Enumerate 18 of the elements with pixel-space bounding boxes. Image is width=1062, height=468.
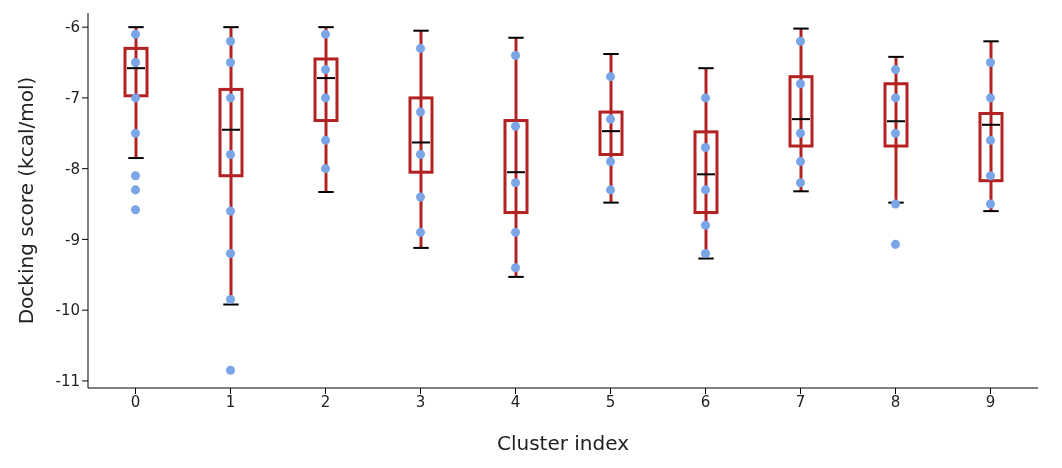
x-tick-label: 3: [415, 392, 426, 411]
x-axis-title: Cluster index: [496, 431, 630, 456]
x-tick-label: 7: [795, 392, 806, 411]
y-tick-label: -11: [55, 372, 80, 391]
x-tick-label: 9: [985, 392, 996, 411]
y-axis-title: Docking score (kcal/mol): [14, 76, 39, 325]
x-tick-label: 5: [605, 392, 616, 411]
x-tick-label: 8: [890, 392, 901, 411]
y-tick-label: -10: [55, 301, 80, 320]
y-tick-label: -9: [65, 230, 80, 249]
x-tick-label: 1: [225, 392, 236, 411]
x-tick-label: 2: [320, 392, 331, 411]
y-tick-label: -7: [65, 89, 80, 108]
x-tick-label: 0: [130, 392, 141, 411]
x-tick-label: 6: [700, 392, 711, 411]
y-tick-label: -6: [65, 18, 80, 37]
x-tick-label: 4: [510, 392, 521, 411]
y-tick-label: -8: [65, 159, 80, 178]
